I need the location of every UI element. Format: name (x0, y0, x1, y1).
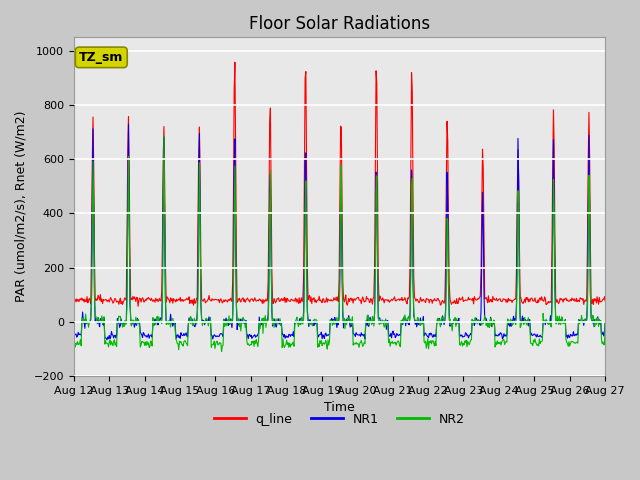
NR2 (160, 132, 168, 138)
Line: NR1: NR1 (74, 124, 605, 340)
NR2 (70, 341, 77, 347)
NR1 (218, 331, 225, 336)
q_line (602, 298, 609, 304)
NR1 (421, 331, 429, 337)
NR2 (134, 316, 142, 322)
q_line (421, 298, 429, 304)
NR2 (602, 319, 609, 324)
q_line (134, 303, 142, 309)
Title: Floor Solar Radiations: Floor Solar Radiations (249, 15, 430, 33)
NR1 (103, 337, 111, 343)
NR1 (406, 322, 413, 328)
NR2 (218, 349, 225, 355)
q_line (406, 294, 413, 300)
NR2 (189, 323, 196, 329)
Line: q_line: q_line (74, 62, 605, 306)
q_line (79, 296, 87, 302)
q_line (135, 298, 143, 304)
q_line (217, 296, 225, 301)
Text: TZ_sm: TZ_sm (79, 51, 124, 64)
NR1 (136, 320, 143, 325)
q_line (231, 60, 239, 65)
NR1 (602, 319, 609, 324)
NR2 (217, 340, 225, 346)
X-axis label: Time: Time (324, 401, 355, 414)
NR1 (189, 322, 197, 327)
NR2 (421, 340, 429, 346)
Legend: q_line, NR1, NR2: q_line, NR1, NR2 (209, 408, 470, 431)
q_line (189, 297, 196, 303)
NR2 (406, 318, 413, 324)
NR2 (79, 320, 87, 325)
NR1 (125, 121, 132, 127)
q_line (70, 298, 77, 303)
NR1 (70, 332, 77, 338)
Y-axis label: PAR (umol/m2/s), Rnet (W/m2): PAR (umol/m2/s), Rnet (W/m2) (15, 111, 28, 302)
Line: NR2: NR2 (74, 135, 605, 352)
NR1 (79, 320, 87, 326)
